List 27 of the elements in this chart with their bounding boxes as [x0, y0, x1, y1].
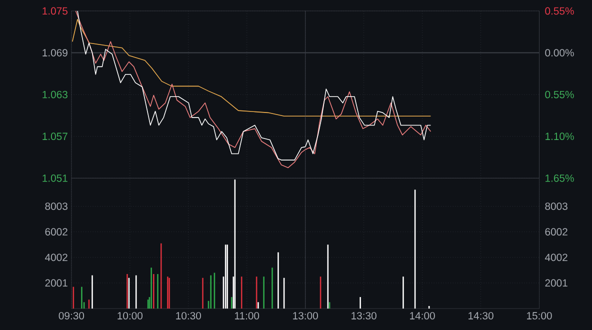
x-tick-label: 15:00	[527, 312, 552, 320]
y-tick-label: 1.057	[42, 132, 68, 140]
y-tick-label: 6002	[45, 228, 68, 236]
x-tick-label: 13:00	[293, 312, 318, 320]
y-tick-label: 1.075	[42, 7, 68, 14]
y-tick-label: 2001	[545, 279, 568, 286]
x-tick-label: 14:30	[468, 312, 494, 320]
y-tick-label: 1.063	[42, 90, 68, 98]
y-tick-label: 1.069	[42, 48, 68, 56]
x-tick-label: 11:00	[235, 312, 260, 320]
text: 1.65%	[546, 174, 574, 182]
text: 0.55%	[545, 7, 574, 14]
text: 0.55%	[545, 90, 574, 98]
y-tick-label: 8003	[545, 202, 568, 210]
text: 0.00%	[545, 48, 574, 56]
x-tick-label: 10:00	[118, 312, 143, 320]
x-tick-label: 13:30	[352, 312, 376, 320]
y-tick-label: 2001	[45, 279, 68, 286]
text: 1.10%	[546, 132, 574, 140]
y-tick-label: 1.051	[42, 174, 68, 182]
y-tick-label: 4002	[544, 254, 568, 261]
x-tick-label: 09:30	[58, 312, 84, 320]
y-tick-label: 8003	[45, 202, 68, 210]
x-tick-label: 14:00	[410, 312, 435, 320]
y-tick-label: 4002	[45, 254, 68, 261]
x-tick-label: 10:30	[176, 312, 202, 320]
y-tick-label: 6002	[545, 228, 568, 236]
